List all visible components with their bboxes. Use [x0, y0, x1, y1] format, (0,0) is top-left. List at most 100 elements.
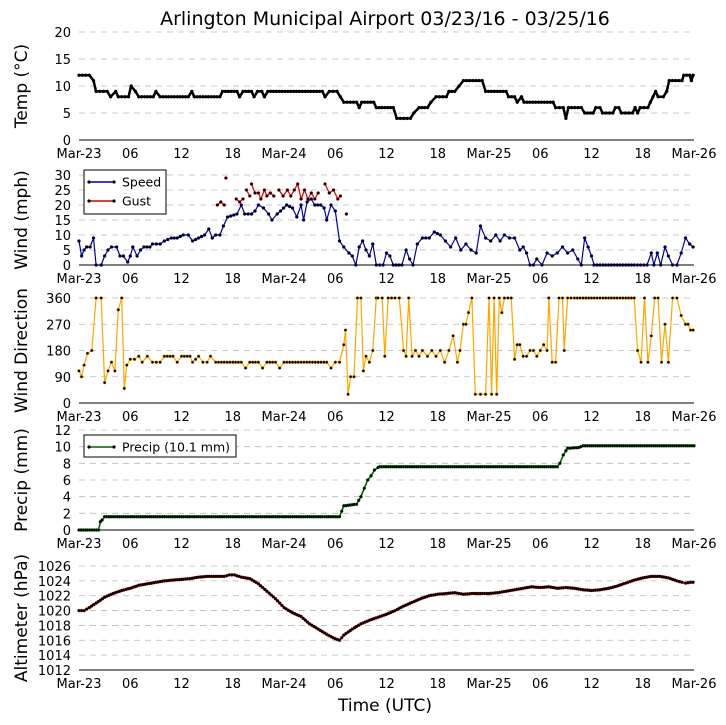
data-point: [521, 354, 525, 358]
data-point: [600, 111, 605, 115]
data-point: [432, 230, 436, 234]
data-point: [207, 227, 211, 231]
data-point: [180, 95, 185, 99]
data-point: [172, 236, 176, 240]
data-point: [213, 233, 218, 237]
data-point: [265, 194, 269, 198]
data-point: [336, 197, 340, 201]
legend-label: Precip (10.1 mm): [122, 440, 230, 455]
x-tick-label: 06: [122, 410, 139, 425]
x-tick-label: 06: [122, 677, 139, 692]
data-point: [579, 105, 583, 110]
data-point: [629, 263, 634, 267]
data-point: [340, 509, 344, 513]
data-point: [277, 89, 281, 94]
data-point: [99, 296, 103, 300]
data-point: [618, 263, 622, 267]
y-tick-label: 0: [63, 134, 71, 149]
data-point: [182, 354, 187, 358]
data-point: [360, 100, 364, 104]
data-point: [150, 360, 155, 364]
data-point: [96, 528, 101, 532]
x-tick-label: Mar-26: [672, 677, 717, 692]
data-point: [248, 360, 252, 364]
data-point: [307, 360, 312, 364]
data-point: [212, 95, 216, 99]
data-point: [547, 296, 551, 300]
data-point: [244, 89, 248, 94]
data-point: [352, 375, 356, 379]
data-point: [539, 100, 544, 104]
data-point: [489, 89, 494, 94]
data-point: [638, 263, 643, 267]
data-point: [305, 360, 309, 364]
data-point: [609, 263, 614, 267]
data-point: [128, 254, 133, 258]
data-point: [171, 354, 175, 358]
data-point: [405, 116, 409, 121]
data-point: [663, 322, 667, 326]
data-point: [262, 188, 267, 192]
data-point: [531, 100, 535, 104]
data-point: [655, 251, 659, 255]
data-point: [478, 392, 483, 396]
data-point: [289, 194, 293, 198]
x-tick-label: 12: [583, 410, 600, 425]
data-point: [270, 360, 275, 364]
data-point: [172, 95, 176, 99]
data-point: [198, 95, 202, 99]
data-point: [691, 73, 695, 77]
data-point: [310, 360, 315, 364]
data-point: [303, 618, 308, 622]
data-point: [540, 263, 544, 267]
data-point: [455, 360, 460, 364]
data-point: [234, 197, 238, 201]
data-point: [278, 601, 282, 605]
data-point: [604, 263, 608, 267]
y-tick-label: 1018: [38, 619, 71, 634]
x-tick-label: 12: [583, 272, 600, 287]
x-axis-label: Time (UTC): [337, 696, 432, 716]
data-point: [464, 242, 468, 246]
data-point: [91, 236, 96, 240]
data-point: [312, 89, 316, 94]
data-point: [284, 203, 289, 207]
data-point: [108, 95, 113, 99]
legend-box: [83, 169, 167, 215]
data-point: [125, 260, 130, 264]
data-point: [209, 95, 214, 99]
data-point: [302, 188, 307, 192]
series-line: [78, 198, 694, 266]
x-tick-label: 06: [532, 677, 549, 692]
data-point: [361, 369, 366, 373]
data-point: [518, 343, 522, 347]
x-tick-label: 06: [327, 147, 344, 162]
data-point: [417, 354, 421, 358]
data-point: [528, 263, 532, 267]
data-point: [501, 89, 505, 94]
data-point: [166, 95, 171, 99]
data-point: [354, 502, 359, 506]
data-point: [442, 360, 447, 364]
data-point: [178, 234, 182, 239]
data-point: [286, 89, 290, 94]
data-point: [561, 453, 565, 457]
data-point: [158, 95, 162, 99]
data-point: [150, 242, 155, 246]
data-point: [175, 360, 179, 364]
y-axis-label: Altimeter (hPa): [12, 554, 32, 682]
data-point: [252, 95, 256, 99]
data-point: [576, 257, 580, 261]
legend: Speed Gust: [83, 169, 167, 215]
data-point: [142, 245, 146, 249]
data-point: [350, 254, 354, 258]
data-point: [249, 182, 254, 186]
data-point: [372, 100, 376, 104]
data-point: [282, 360, 286, 364]
x-tick-label: 18: [429, 272, 446, 287]
data-point: [213, 360, 218, 364]
data-point: [77, 239, 81, 243]
legend: Precip (10.1 mm): [83, 434, 237, 458]
